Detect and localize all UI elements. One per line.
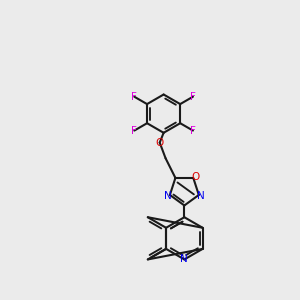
Text: N: N	[181, 254, 188, 264]
Text: F: F	[131, 92, 137, 102]
Text: F: F	[190, 92, 196, 102]
Text: O: O	[192, 172, 200, 182]
Text: N: N	[164, 191, 171, 201]
Text: O: O	[156, 138, 164, 148]
Text: F: F	[131, 126, 137, 136]
Text: F: F	[190, 126, 196, 136]
Text: N: N	[197, 191, 205, 201]
